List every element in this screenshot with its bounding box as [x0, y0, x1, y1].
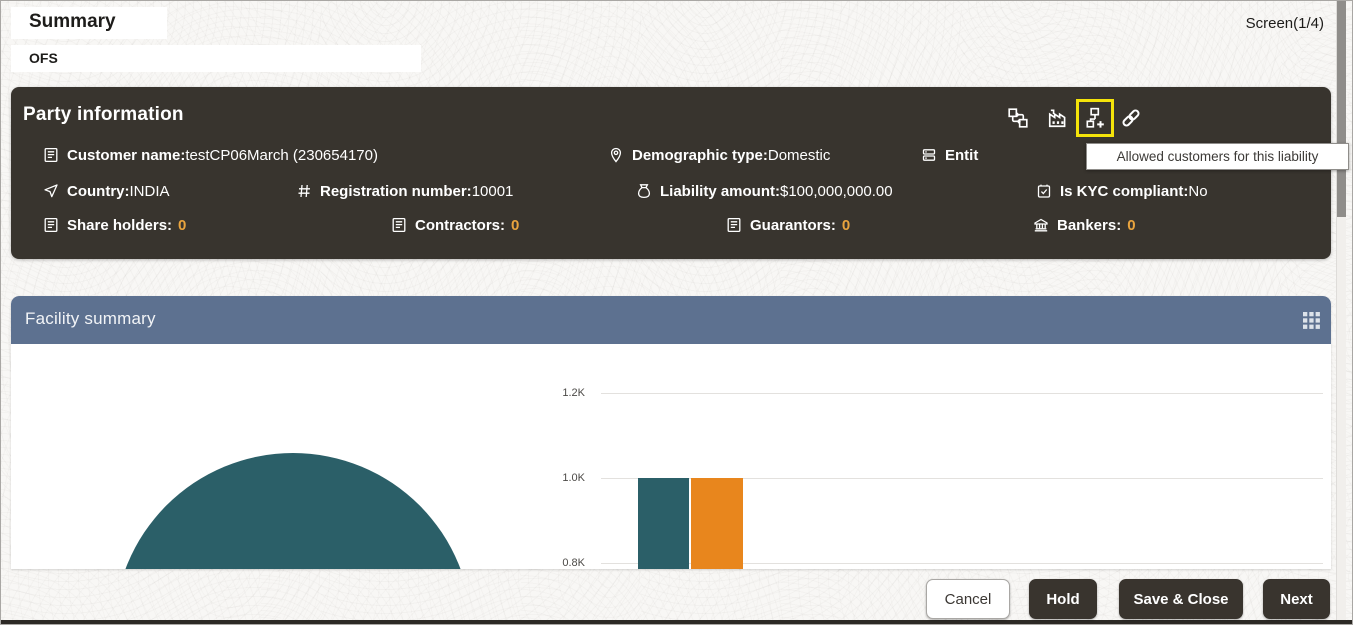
- gridline: [601, 563, 1323, 564]
- field-label: Country:: [67, 182, 130, 200]
- entity-icon: [921, 147, 937, 163]
- factory-icon[interactable]: [1046, 106, 1070, 130]
- hierarchy-add-icon[interactable]: [1083, 106, 1107, 130]
- field-label: Customer name:: [67, 146, 186, 164]
- field-label: Share holders:: [67, 216, 173, 234]
- save-close-button[interactable]: Save & Close: [1119, 579, 1243, 619]
- field-bankers: Bankers: 0: [1033, 213, 1136, 237]
- money-bag-icon: [636, 183, 652, 199]
- page-subtitle: OFS: [29, 50, 58, 66]
- field-label: Entit: [945, 146, 979, 164]
- screen-indicator: Screen(1/4): [1245, 15, 1324, 32]
- page-title: Summary: [29, 11, 116, 32]
- field-label: Registration number:: [320, 182, 472, 200]
- y-axis-tick: 0.8K: [562, 557, 585, 569]
- cancel-button[interactable]: Cancel: [926, 579, 1010, 619]
- field-contractors: Contractors: 0: [391, 213, 519, 237]
- field-demographic-type: Demographic type: Domestic: [608, 143, 830, 167]
- party-information-panel: Party information: [11, 87, 1331, 259]
- scrollbar-track[interactable]: [1336, 1, 1346, 622]
- field-value: No: [1188, 182, 1208, 200]
- kyc-badge-icon: [1036, 183, 1052, 199]
- field-liability-amount: Liability amount: $100,000,000.00: [636, 179, 893, 203]
- field-value: 10001: [471, 182, 514, 200]
- facility-summary-card: Facility summary 1.2K 1.0K 0.8K: [11, 296, 1331, 569]
- field-value: 0: [511, 216, 520, 234]
- document-icon: [726, 217, 742, 233]
- field-label: Demographic type:: [632, 146, 768, 164]
- bar: [638, 478, 689, 569]
- document-icon: [43, 147, 59, 163]
- toolbar-highlight-box: [1076, 99, 1114, 137]
- y-axis-tick: 1.2K: [562, 387, 585, 399]
- subheader-strip: [11, 45, 421, 72]
- field-value: 0: [841, 216, 851, 234]
- header-strip: [11, 7, 167, 39]
- field-value: 0: [1127, 216, 1136, 234]
- hash-icon: [296, 183, 312, 199]
- field-label: Is KYC compliant:: [1060, 182, 1189, 200]
- party-panel-title: Party information: [23, 104, 184, 125]
- gridline: [601, 478, 1323, 479]
- field-value: INDIA: [129, 182, 170, 200]
- scrollbar-thumb[interactable]: [1337, 1, 1346, 217]
- bar: [691, 478, 743, 569]
- field-customer-name: Customer name: testCP06March (230654170): [43, 143, 378, 167]
- next-button[interactable]: Next: [1263, 579, 1330, 619]
- document-icon: [391, 217, 407, 233]
- field-label: Contractors:: [415, 216, 506, 234]
- field-share-holders: Share holders: 0: [43, 213, 186, 237]
- field-value: testCP06March (230654170): [185, 146, 378, 164]
- field-kyc-compliant: Is KYC compliant: No: [1036, 179, 1208, 203]
- grid-icon[interactable]: [1300, 309, 1322, 331]
- gridline: [601, 393, 1323, 394]
- field-value: $100,000,000.00: [780, 182, 893, 200]
- bank-icon: [1033, 217, 1049, 233]
- navigation-arrow-icon: [43, 183, 59, 199]
- org-chart-icon[interactable]: [1006, 106, 1030, 130]
- pie-slice: [114, 453, 472, 569]
- field-entity: Entit: [921, 143, 978, 167]
- hold-button[interactable]: Hold: [1029, 579, 1097, 619]
- field-guarantors: Guarantors: 0: [726, 213, 850, 237]
- facility-summary-title: Facility summary: [25, 309, 156, 328]
- field-country: Country: INDIA: [43, 179, 170, 203]
- field-value: 0: [178, 216, 187, 234]
- y-axis-tick: 1.0K: [562, 472, 585, 484]
- tooltip-allowed-customers: Allowed customers for this liability: [1086, 143, 1349, 170]
- field-label: Guarantors:: [750, 216, 836, 234]
- field-value: Domestic: [767, 146, 831, 164]
- field-label: Liability amount:: [660, 182, 780, 200]
- field-label: Bankers:: [1057, 216, 1122, 234]
- document-icon: [43, 217, 59, 233]
- location-pin-icon: [608, 147, 624, 163]
- window-bottom-edge: [1, 620, 1352, 624]
- field-registration-number: Registration number: 10001: [296, 179, 513, 203]
- facility-summary-header: Facility summary: [11, 296, 1331, 344]
- link-icon[interactable]: [1119, 106, 1143, 130]
